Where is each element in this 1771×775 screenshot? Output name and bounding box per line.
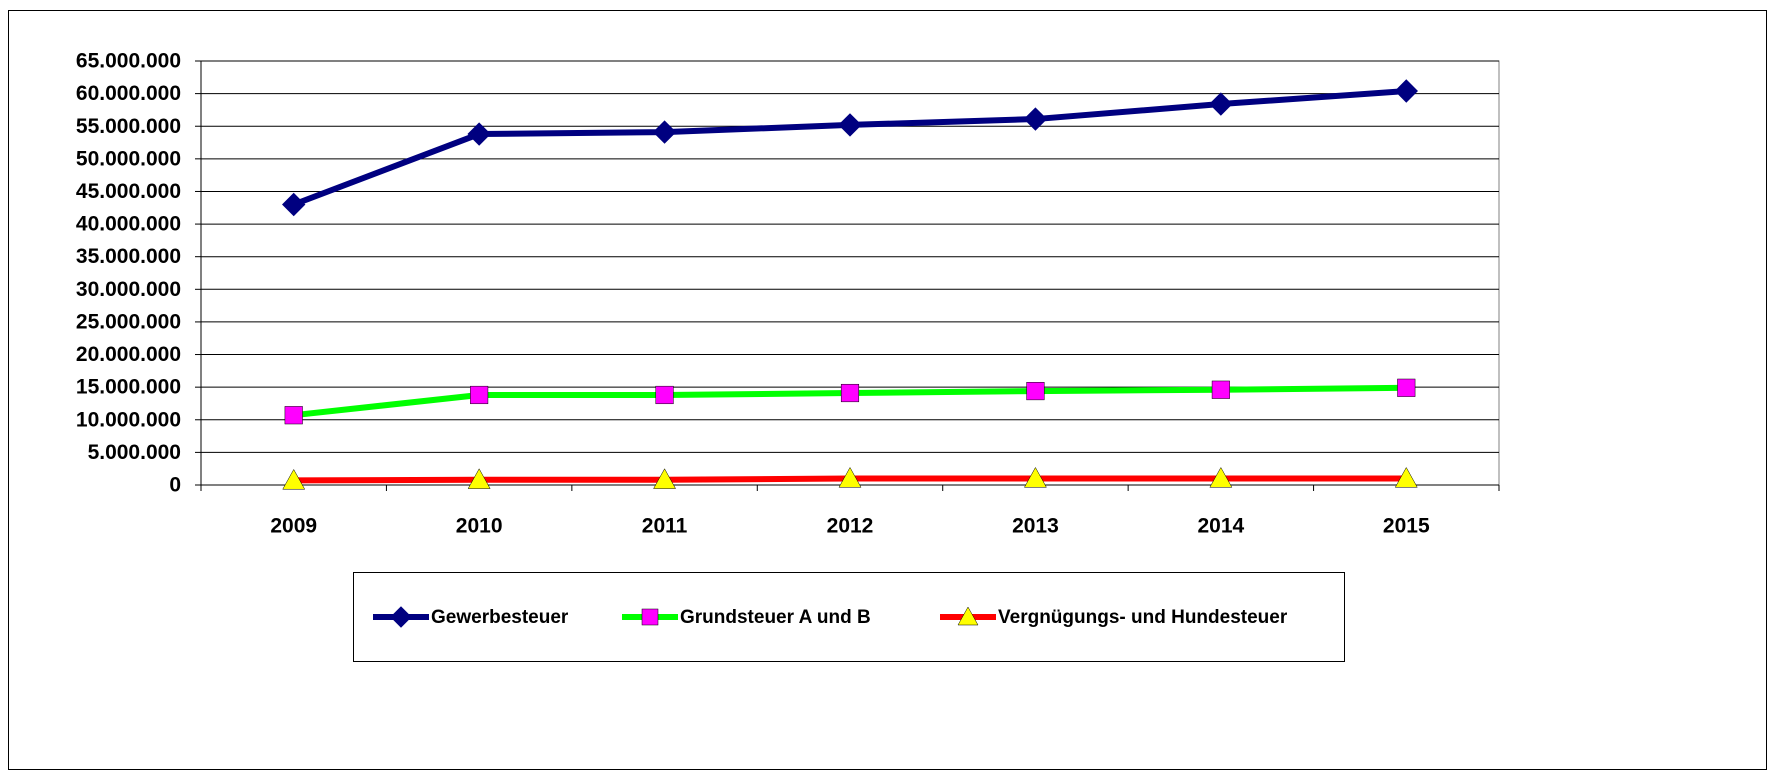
marker xyxy=(653,468,676,489)
marker xyxy=(1394,466,1418,488)
y-tick-label: 45.000.000 xyxy=(76,180,181,203)
y-tick-label: 50.000.000 xyxy=(76,147,181,170)
x-tick-label: 2012 xyxy=(827,515,874,538)
x-tick-label: 2013 xyxy=(1012,515,1059,538)
marker xyxy=(838,113,862,137)
marker xyxy=(467,468,491,489)
x-tick-label: 2011 xyxy=(642,515,688,538)
y-tick-label: 55.000.000 xyxy=(76,115,181,138)
y-tick-label: 15.000.000 xyxy=(76,376,181,399)
y-tick-label: 30.000.000 xyxy=(76,278,181,301)
y-tick-label: 35.000.000 xyxy=(76,245,181,268)
marker xyxy=(957,606,979,626)
y-tick-label: 65.000.000 xyxy=(76,50,181,73)
marker xyxy=(652,120,677,144)
marker xyxy=(1209,92,1233,116)
marker xyxy=(1397,378,1416,397)
marker xyxy=(641,608,659,626)
y-tick-label: 0 xyxy=(169,474,181,497)
y-tick-label: 25.000.000 xyxy=(76,310,181,333)
legend-box xyxy=(353,572,1345,662)
legend-label: Gewerbesteuer xyxy=(431,607,569,628)
marker xyxy=(1209,466,1233,488)
marker xyxy=(390,606,412,628)
marker xyxy=(838,466,862,488)
marker xyxy=(840,383,860,403)
y-tick-label: 20.000.000 xyxy=(76,343,181,366)
x-tick-label: 2010 xyxy=(456,515,503,538)
x-tick-label: 2009 xyxy=(270,515,317,538)
y-tick-label: 40.000.000 xyxy=(76,213,181,236)
marker xyxy=(1394,79,1418,103)
y-tick-label: 10.000.000 xyxy=(76,408,181,431)
y-tick-label: 5.000.000 xyxy=(88,441,181,464)
marker xyxy=(1023,107,1048,131)
marker xyxy=(655,385,674,405)
marker xyxy=(282,192,306,217)
marker xyxy=(1211,380,1230,399)
legend-label: Grundsteuer A und B xyxy=(680,607,871,628)
y-tick-label: 60.000.000 xyxy=(76,82,181,105)
marker xyxy=(282,468,306,490)
marker xyxy=(1024,466,1047,488)
x-tick-label: 2015 xyxy=(1383,515,1430,538)
x-tick-label: 2014 xyxy=(1197,515,1244,538)
marker xyxy=(470,385,489,405)
marker xyxy=(1026,382,1045,401)
legend-label: Vergnügungs- und Hundesteuer xyxy=(998,607,1288,628)
marker xyxy=(467,122,491,146)
marker xyxy=(284,406,303,425)
